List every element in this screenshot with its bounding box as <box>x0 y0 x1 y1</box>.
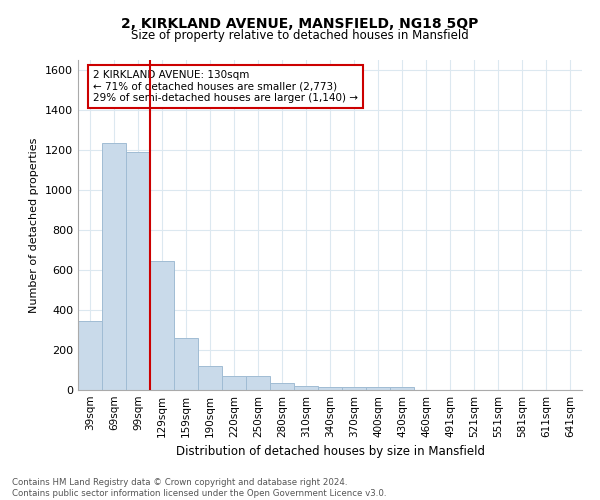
Bar <box>246 376 270 390</box>
Bar <box>126 152 150 390</box>
Text: 2, KIRKLAND AVENUE, MANSFIELD, NG18 5QP: 2, KIRKLAND AVENUE, MANSFIELD, NG18 5QP <box>121 18 479 32</box>
Text: Contains HM Land Registry data © Crown copyright and database right 2024.
Contai: Contains HM Land Registry data © Crown c… <box>12 478 386 498</box>
Bar <box>390 387 414 390</box>
X-axis label: Distribution of detached houses by size in Mansfield: Distribution of detached houses by size … <box>176 446 485 458</box>
Bar <box>102 143 126 390</box>
Bar <box>294 386 318 390</box>
Text: Size of property relative to detached houses in Mansfield: Size of property relative to detached ho… <box>131 29 469 42</box>
Bar <box>198 366 222 390</box>
Bar <box>150 261 174 390</box>
Bar <box>174 338 198 390</box>
Bar <box>342 388 366 390</box>
Y-axis label: Number of detached properties: Number of detached properties <box>29 138 40 312</box>
Bar <box>318 387 342 390</box>
Bar <box>270 383 294 390</box>
Text: 2 KIRKLAND AVENUE: 130sqm
← 71% of detached houses are smaller (2,773)
29% of se: 2 KIRKLAND AVENUE: 130sqm ← 71% of detac… <box>93 70 358 103</box>
Bar <box>78 321 102 390</box>
Bar <box>222 376 246 390</box>
Bar <box>366 388 390 390</box>
